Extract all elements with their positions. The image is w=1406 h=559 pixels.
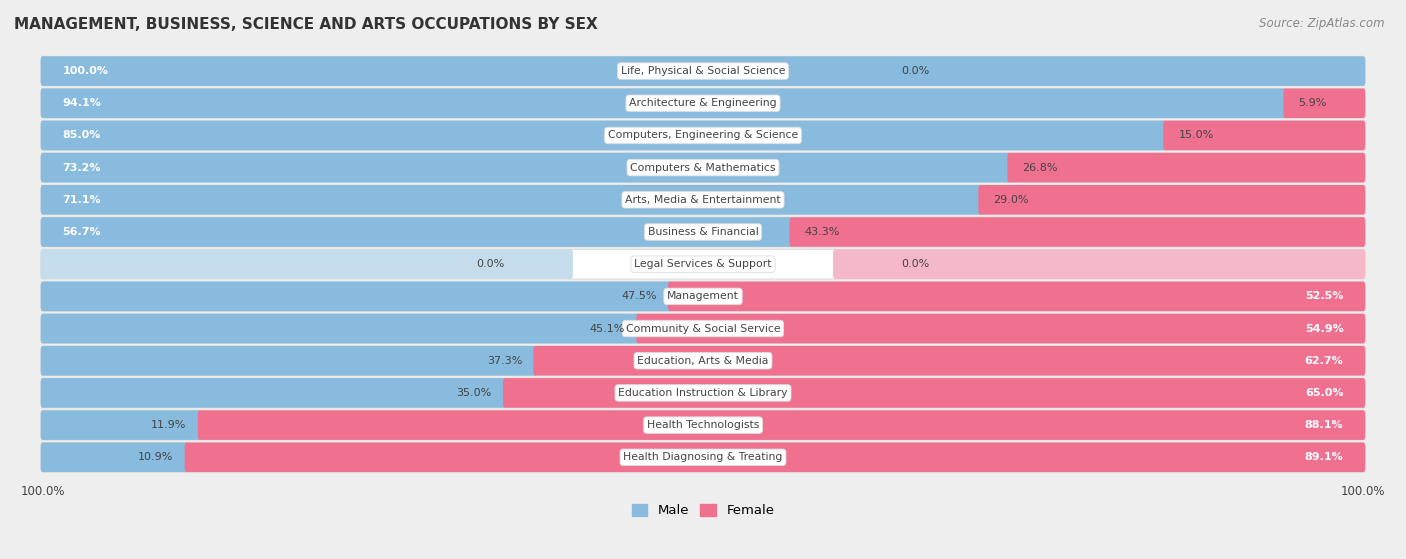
FancyBboxPatch shape (41, 410, 1365, 440)
FancyBboxPatch shape (41, 56, 1365, 86)
FancyBboxPatch shape (1007, 153, 1365, 182)
Text: 0.0%: 0.0% (901, 66, 929, 76)
FancyBboxPatch shape (979, 185, 1365, 215)
Text: Business & Financial: Business & Financial (648, 227, 758, 237)
FancyBboxPatch shape (41, 282, 672, 311)
FancyBboxPatch shape (41, 378, 508, 408)
Text: 100.0%: 100.0% (62, 66, 108, 76)
FancyBboxPatch shape (41, 314, 640, 343)
FancyBboxPatch shape (668, 282, 1365, 311)
Text: 73.2%: 73.2% (62, 163, 101, 173)
Text: 29.0%: 29.0% (994, 195, 1029, 205)
Text: 85.0%: 85.0% (62, 130, 101, 140)
Text: 37.3%: 37.3% (486, 356, 522, 366)
FancyBboxPatch shape (41, 410, 202, 440)
FancyBboxPatch shape (184, 443, 1365, 472)
Text: 89.1%: 89.1% (1305, 452, 1344, 462)
Text: 52.5%: 52.5% (1305, 291, 1344, 301)
Text: 45.1%: 45.1% (589, 324, 626, 334)
Text: Computers, Engineering & Science: Computers, Engineering & Science (607, 130, 799, 140)
Text: Legal Services & Support: Legal Services & Support (634, 259, 772, 269)
Text: Management: Management (666, 291, 740, 301)
Text: 54.9%: 54.9% (1305, 324, 1344, 334)
Text: 88.1%: 88.1% (1305, 420, 1344, 430)
FancyBboxPatch shape (41, 282, 1365, 311)
Text: 71.1%: 71.1% (62, 195, 101, 205)
FancyBboxPatch shape (198, 410, 1365, 440)
Text: Education, Arts & Media: Education, Arts & Media (637, 356, 769, 366)
FancyBboxPatch shape (41, 217, 793, 247)
FancyBboxPatch shape (533, 346, 1365, 376)
FancyBboxPatch shape (1163, 121, 1365, 150)
FancyBboxPatch shape (41, 443, 188, 472)
FancyBboxPatch shape (41, 346, 537, 376)
Text: 56.7%: 56.7% (62, 227, 101, 237)
Text: 35.0%: 35.0% (457, 388, 492, 398)
FancyBboxPatch shape (790, 217, 1365, 247)
FancyBboxPatch shape (41, 121, 1365, 150)
FancyBboxPatch shape (41, 153, 1011, 182)
FancyBboxPatch shape (41, 314, 1365, 343)
Text: 10.9%: 10.9% (138, 452, 173, 462)
FancyBboxPatch shape (41, 378, 1365, 408)
FancyBboxPatch shape (41, 443, 1365, 472)
FancyBboxPatch shape (41, 153, 1365, 182)
Text: Computers & Mathematics: Computers & Mathematics (630, 163, 776, 173)
Text: 15.0%: 15.0% (1178, 130, 1213, 140)
Legend: Male, Female: Male, Female (626, 499, 780, 523)
FancyBboxPatch shape (41, 249, 572, 279)
FancyBboxPatch shape (41, 217, 1365, 247)
Text: Community & Social Service: Community & Social Service (626, 324, 780, 334)
Text: 65.0%: 65.0% (1305, 388, 1344, 398)
FancyBboxPatch shape (834, 249, 1365, 279)
Text: Source: ZipAtlas.com: Source: ZipAtlas.com (1260, 17, 1385, 30)
Text: Life, Physical & Social Science: Life, Physical & Social Science (621, 66, 785, 76)
FancyBboxPatch shape (41, 88, 1288, 118)
FancyBboxPatch shape (41, 185, 1365, 215)
FancyBboxPatch shape (1284, 88, 1365, 118)
Text: 62.7%: 62.7% (1305, 356, 1344, 366)
Text: Architecture & Engineering: Architecture & Engineering (630, 98, 776, 108)
Text: Education Instruction & Library: Education Instruction & Library (619, 388, 787, 398)
Text: 26.8%: 26.8% (1022, 163, 1059, 173)
FancyBboxPatch shape (637, 314, 1365, 343)
FancyBboxPatch shape (41, 185, 984, 215)
Text: 94.1%: 94.1% (62, 98, 101, 108)
Text: 5.9%: 5.9% (1299, 98, 1327, 108)
Text: 0.0%: 0.0% (901, 259, 929, 269)
Text: MANAGEMENT, BUSINESS, SCIENCE AND ARTS OCCUPATIONS BY SEX: MANAGEMENT, BUSINESS, SCIENCE AND ARTS O… (14, 17, 598, 32)
Text: Arts, Media & Entertainment: Arts, Media & Entertainment (626, 195, 780, 205)
FancyBboxPatch shape (503, 378, 1365, 408)
FancyBboxPatch shape (41, 249, 1365, 279)
FancyBboxPatch shape (41, 346, 1365, 376)
Text: 11.9%: 11.9% (152, 420, 187, 430)
Text: 100.0%: 100.0% (21, 485, 65, 498)
FancyBboxPatch shape (41, 121, 1167, 150)
Text: Health Technologists: Health Technologists (647, 420, 759, 430)
Text: Health Diagnosing & Treating: Health Diagnosing & Treating (623, 452, 783, 462)
Text: 100.0%: 100.0% (1341, 485, 1385, 498)
FancyBboxPatch shape (41, 56, 1365, 86)
Text: 47.5%: 47.5% (621, 291, 657, 301)
Text: 43.3%: 43.3% (804, 227, 839, 237)
FancyBboxPatch shape (41, 88, 1365, 118)
Text: 0.0%: 0.0% (477, 259, 505, 269)
